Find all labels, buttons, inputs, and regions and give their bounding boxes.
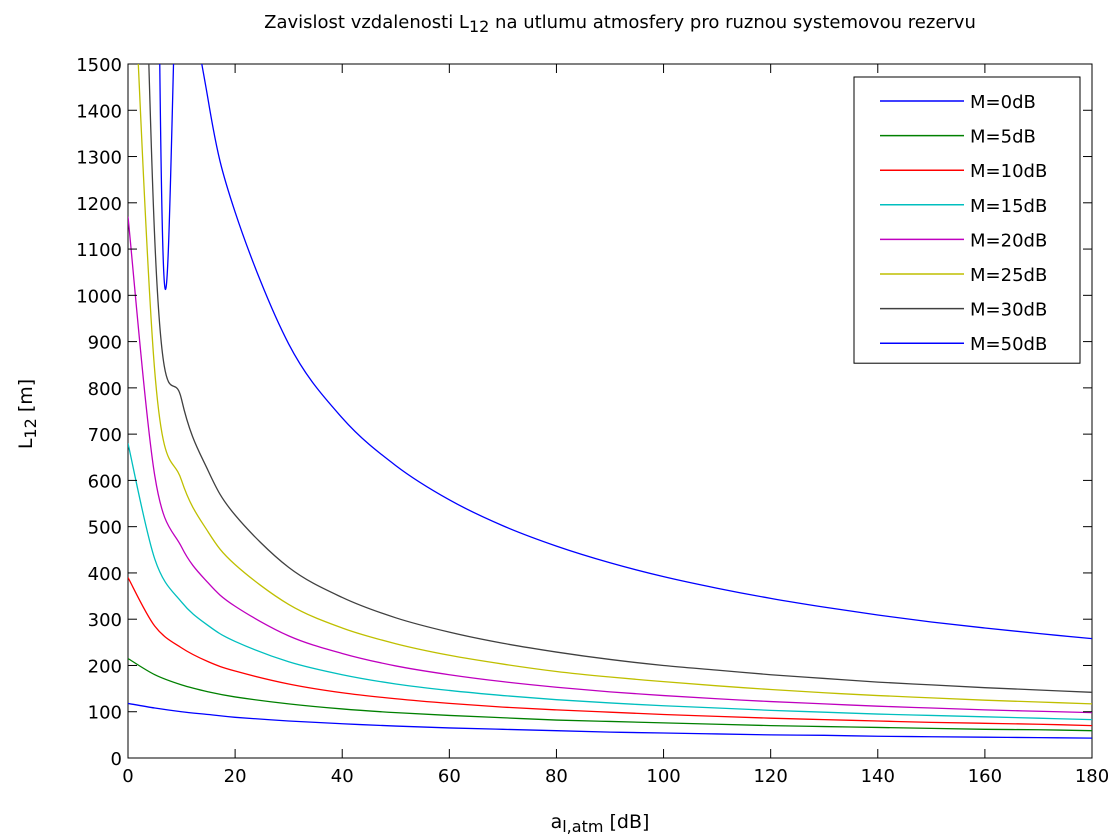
x-tick-label: 20 <box>224 766 247 787</box>
y-tick-label: 1000 <box>76 286 122 307</box>
y-axis-label: L12 [m] <box>15 379 40 449</box>
x-tick-label: 60 <box>438 766 461 787</box>
series-lines <box>128 64 1092 739</box>
series-line-M=10dB <box>128 577 1092 727</box>
y-tick-label: 900 <box>88 333 122 354</box>
legend-label: M=50dB <box>970 334 1047 355</box>
x-axis-label: al,atm [dB] <box>551 811 650 836</box>
y-tick-label: 500 <box>88 518 122 539</box>
y-tick-label: 1200 <box>76 194 122 215</box>
y-tick-label: 700 <box>88 425 122 446</box>
y-tick-label: 300 <box>88 610 122 631</box>
y-tick-label: 800 <box>88 379 122 400</box>
y-tick-label: 600 <box>88 471 122 492</box>
x-axis-ticks: 0 20 40 60 80 100 120 140 160 180 <box>122 64 1109 787</box>
series-line-M=5dB <box>128 657 1092 732</box>
x-tick-label: 80 <box>545 766 568 787</box>
x-tick-label: 180 <box>1075 766 1109 787</box>
x-tick-label: 140 <box>861 766 895 787</box>
chart-title: Zavislost vzdalenosti L12 na utlumu atmo… <box>264 12 976 36</box>
y-tick-label: 200 <box>88 656 122 677</box>
legend-label: M=10dB <box>970 161 1047 182</box>
legend-label: M=15dB <box>970 196 1047 217</box>
y-tick-label: 1400 <box>76 101 122 122</box>
legend-label: M=30dB <box>970 300 1047 321</box>
legend-label: M=20dB <box>970 230 1047 251</box>
y-tick-label: 400 <box>88 564 122 585</box>
y-tick-label: 1300 <box>76 148 122 169</box>
legend: M=0dB M=5dB M=10dB M=15dB M=20dB M=25dB M=30dB… <box>853 76 1081 364</box>
series-line-M=25dB <box>137 64 1092 705</box>
legend-label: M=25dB <box>970 265 1047 286</box>
legend-label: M=5dB <box>970 127 1036 148</box>
y-tick-label: 0 <box>111 749 122 770</box>
series-line-M=0dB <box>128 702 1092 739</box>
x-tick-label: 160 <box>968 766 1002 787</box>
series-line-M=20dB <box>128 216 1092 714</box>
legend-box <box>853 76 1081 364</box>
x-tick-label: 0 <box>122 766 133 787</box>
series-line-M=30dB <box>148 64 1092 693</box>
series-line-M=50dB <box>159 64 1092 640</box>
x-tick-label: 120 <box>753 766 787 787</box>
y-tick-label: 1100 <box>76 240 122 261</box>
y-tick-label: 1500 <box>76 55 122 76</box>
series-line-M=15dB <box>128 443 1092 721</box>
x-tick-label: 100 <box>646 766 680 787</box>
x-tick-label: 40 <box>331 766 354 787</box>
y-axis-ticks: 0 100 200 300 400 500 600 700 800 900 1000 1100 1200… <box>76 55 1092 770</box>
legend-label: M=0dB <box>970 92 1036 113</box>
y-tick-label: 100 <box>88 703 122 724</box>
